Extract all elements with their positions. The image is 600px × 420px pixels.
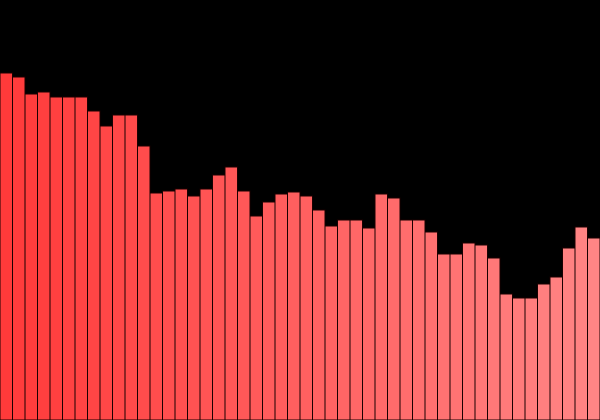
bar-25 [299, 195, 313, 420]
bar-series [0, 72, 600, 420]
bar-22 [262, 201, 276, 420]
bar-9 [99, 125, 113, 420]
bar-12 [137, 145, 151, 420]
bar-13 [149, 192, 163, 420]
bar-2 [12, 76, 26, 420]
bar-47 [574, 226, 588, 420]
bar-4 [37, 91, 51, 420]
bar-6 [62, 96, 76, 420]
bar-44 [537, 283, 551, 420]
bar-27 [324, 225, 338, 420]
bar-32 [387, 197, 401, 420]
bar-1 [0, 72, 13, 420]
bar-42 [512, 297, 526, 420]
bar-43 [524, 297, 538, 420]
bar-14 [162, 190, 176, 420]
bar-26 [312, 209, 326, 420]
bar-38 [462, 242, 476, 420]
bar-40 [487, 257, 501, 420]
bar-41 [499, 293, 513, 420]
bar-20 [237, 190, 251, 420]
bar-31 [374, 193, 388, 420]
bar-19 [224, 166, 238, 420]
bar-33 [399, 219, 413, 420]
bar-8 [87, 110, 101, 420]
bar-35 [424, 231, 438, 420]
bar-18 [212, 174, 226, 420]
bar-36 [437, 253, 451, 420]
bar-7 [74, 96, 88, 420]
bar-45 [549, 276, 563, 420]
bar-21 [249, 215, 263, 420]
bar-24 [287, 191, 301, 420]
bar-28 [337, 219, 351, 420]
bar-23 [274, 193, 288, 420]
bar-46 [562, 247, 576, 420]
bar-39 [474, 244, 488, 420]
bar-15 [174, 188, 188, 420]
bar-5 [49, 96, 63, 420]
bar-16 [187, 195, 201, 420]
bar-48 [587, 237, 600, 420]
bar-17 [199, 188, 213, 420]
bar-11 [124, 114, 138, 420]
bar-29 [349, 219, 363, 420]
bar-30 [362, 227, 376, 420]
bar-10 [112, 114, 126, 420]
bar-37 [449, 253, 463, 420]
bar-3 [24, 93, 38, 420]
bar-34 [412, 219, 426, 420]
